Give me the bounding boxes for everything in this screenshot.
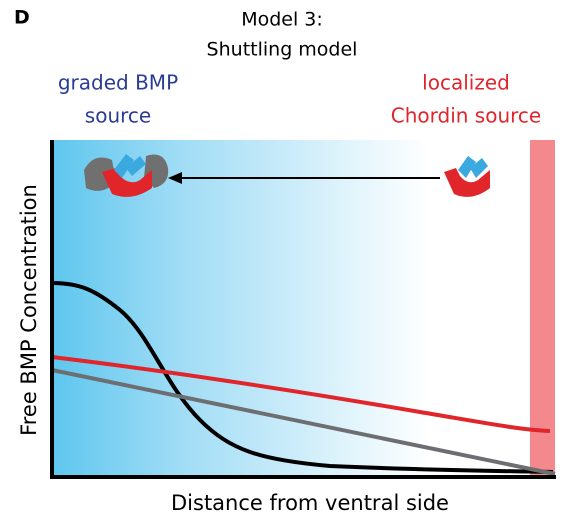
panel-letter: D (14, 7, 30, 29)
source-label: source (85, 104, 151, 128)
chordin-band (530, 140, 555, 477)
source-label: Chordin source (391, 104, 541, 128)
y-axis-label: Free BMP Concentration (17, 184, 41, 436)
source-label: localized (422, 71, 510, 95)
bmp-chordin-complex (84, 154, 169, 197)
curve-gray (51, 368, 556, 476)
complex-icon (444, 156, 490, 197)
curve-bmp-shuttling (51, 281, 554, 474)
x-axis-label: Distance from ventral side (171, 491, 449, 515)
source-label: graded BMP (58, 71, 178, 95)
title: Model 3: (241, 9, 323, 31)
title: Shuttling model (207, 39, 358, 61)
curve-red (51, 355, 551, 433)
arrowhead (168, 172, 182, 184)
